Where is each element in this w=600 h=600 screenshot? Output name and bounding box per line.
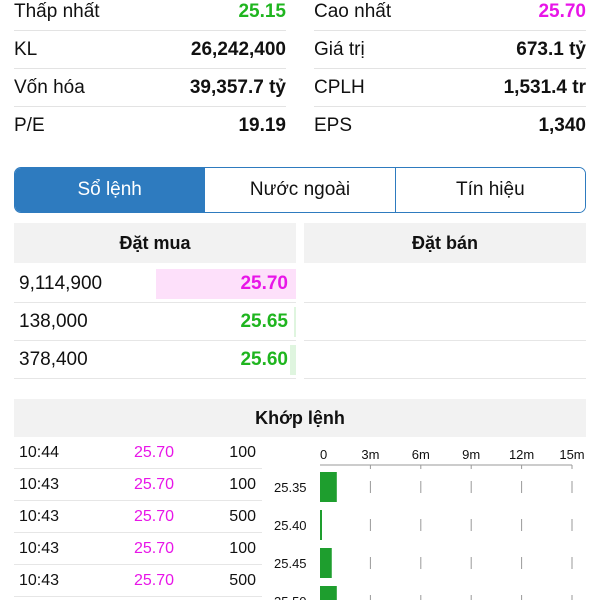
stat-value: 39,357.7 tỷ (189, 76, 286, 98)
stat-shares-outstanding: CPLH 1,531.4 tr (314, 69, 586, 107)
trade-price: 25.70 (134, 508, 175, 525)
buy-depth-bar (290, 345, 296, 375)
stat-value-traded: Giá trị 673.1 tỷ (314, 31, 586, 69)
stat-pe: P/E 19.19 (14, 107, 286, 145)
matched-orders-header: Khớp lệnh (14, 399, 586, 437)
buy-order-row: 378,400 25.60 (14, 341, 296, 379)
chart-bar (320, 586, 337, 600)
trade-price: 25.70 (134, 476, 175, 493)
stat-value: 26,242,400 (190, 38, 286, 60)
trade-price: 25.70 (134, 444, 175, 461)
chart-x-tick-label: 12m (509, 447, 534, 462)
chart-category-label: 25.50 (274, 594, 307, 600)
trade-volume: 500 (229, 572, 256, 589)
trade-volume: 500 (229, 508, 256, 525)
chart-bar (320, 548, 332, 578)
trade-volume: 100 (229, 444, 256, 461)
stat-label: Thấp nhất (14, 0, 100, 22)
stat-volume: KL 26,242,400 (14, 31, 286, 69)
chart-category-label: 25.45 (274, 556, 307, 571)
sell-order-row (304, 341, 586, 379)
buy-depth-bar (156, 269, 296, 299)
trade-row: 10:43 25.70 500 (14, 565, 262, 597)
volume-by-price-chart: 0 3m 6m 9m 12m 15m 25.35 25.40 25.45 25.50 (274, 447, 585, 600)
chart-category-label: 25.40 (274, 518, 307, 533)
trade-time: 10:44 (19, 444, 60, 461)
trade-row: 10:43 25.70 500 (14, 501, 262, 533)
trade-price: 25.70 (134, 572, 175, 589)
buy-order-row: 9,114,900 25.70 (14, 265, 296, 303)
chart-category-label: 25.35 (274, 480, 307, 495)
tab-signals[interactable]: Tín hiệu (395, 168, 585, 212)
chart-x-tick-label: 6m (412, 447, 430, 462)
sell-orders-header: Đặt bán (304, 223, 586, 263)
chart-x-tick-label: 3m (361, 447, 379, 462)
trade-time: 10:43 (19, 508, 60, 525)
trade-price: 25.70 (134, 540, 175, 557)
chart-x-tick-label: 9m (462, 447, 480, 462)
trade-time: 10:43 (19, 540, 60, 557)
buy-price: 25.65 (240, 311, 288, 332)
trade-time: 10:43 (19, 476, 60, 493)
buy-volume: 378,400 (19, 349, 88, 370)
stat-high: Cao nhất 25.70 (314, 0, 586, 31)
sell-order-row (304, 265, 586, 303)
stat-value: 673.1 tỷ (516, 38, 586, 60)
buy-volume: 138,000 (19, 311, 88, 332)
stat-label: EPS (314, 115, 353, 136)
buy-order-row: 138,000 25.65 (14, 303, 296, 341)
trade-volume: 100 (229, 476, 256, 493)
chart-x-tick-label: 0 (320, 447, 327, 462)
tab-foreign[interactable]: Nước ngoài (205, 168, 396, 212)
chart-bar (320, 510, 322, 540)
stat-value: 1,531.4 tr (503, 76, 586, 98)
trade-row: 10:43 25.70 100 (14, 469, 262, 501)
sell-order-row (304, 303, 586, 341)
buy-volume: 9,114,900 (19, 273, 103, 294)
segmented-tabs: Sổ lệnh Nước ngoài Tín hiệu (14, 167, 586, 213)
trade-row: 10:44 25.70 100 (14, 437, 262, 469)
stat-eps: EPS 1,340 (314, 107, 586, 145)
buy-depth-bar (294, 307, 296, 337)
trade-volume: 100 (229, 540, 256, 557)
trade-time: 10:43 (19, 572, 60, 589)
trade-row: 10:43 25.70 100 (14, 533, 262, 565)
stat-label: P/E (14, 115, 45, 136)
chart-bar (320, 472, 337, 502)
chart-x-tick-label: 15m (559, 447, 584, 462)
stat-label: Cao nhất (314, 0, 392, 22)
buy-price: 25.70 (240, 273, 288, 294)
stat-low: Thấp nhất 25.15 (14, 0, 286, 31)
tab-order-book[interactable]: Sổ lệnh (15, 168, 206, 212)
stat-market-cap: Vốn hóa 39,357.7 tỷ (14, 69, 286, 107)
stat-label: CPLH (314, 76, 365, 98)
stat-label: Vốn hóa (14, 76, 85, 98)
stat-value: 25.70 (538, 0, 586, 22)
stat-label: Giá trị (314, 38, 365, 60)
stat-label: KL (14, 38, 38, 60)
buy-price: 25.60 (240, 349, 288, 370)
stat-value: 25.15 (238, 0, 286, 22)
stat-value: 19.19 (238, 115, 286, 136)
stat-value: 1,340 (538, 115, 586, 136)
buy-orders-header: Đặt mua (14, 223, 296, 263)
